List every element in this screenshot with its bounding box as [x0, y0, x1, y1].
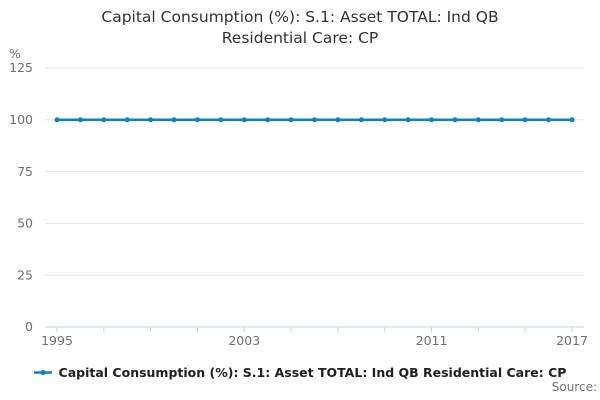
series-marker	[429, 117, 435, 123]
legend-series-label: Capital Consumption (%): S.1: Asset TOTA…	[58, 364, 567, 380]
source-note: Source:	[551, 380, 597, 394]
plot-area: 0 25 50 75 100 125% 1995 2003 2011 2017	[9, 46, 588, 348]
series-marker	[54, 117, 60, 123]
x-tick-label: 2017	[556, 333, 588, 348]
y-tick-label: 50	[17, 216, 33, 231]
series-marker	[124, 117, 130, 123]
series-marker	[335, 117, 341, 123]
chart-title-line1: Capital Consumption (%): S.1: Asset TOTA…	[101, 8, 499, 26]
chart-title-line2: Residential Care: CP	[221, 29, 379, 47]
y-tick-label: 0	[25, 319, 33, 334]
series-marker	[499, 117, 505, 123]
series-marker	[382, 117, 388, 123]
series-marker	[522, 117, 528, 123]
x-tick-label: 2003	[228, 333, 260, 348]
series-marker	[405, 117, 411, 123]
series-marker	[569, 117, 575, 123]
series-marker	[288, 117, 294, 123]
y-tick-label: 125	[9, 60, 33, 75]
y-axis-unit-label: %	[9, 46, 21, 61]
series-marker	[241, 117, 247, 123]
series-marker	[101, 117, 107, 123]
series-marker	[358, 117, 364, 123]
legend-series-marker-icon	[33, 369, 52, 375]
series-marker	[452, 117, 458, 123]
series-marker	[475, 117, 481, 123]
series-marker	[148, 117, 154, 123]
series-marker	[312, 117, 317, 123]
series-marker	[546, 117, 552, 123]
series-marker	[265, 117, 271, 123]
series-marker	[194, 117, 200, 123]
y-tick-label: 25	[17, 267, 33, 282]
chart-title: Capital Consumption (%): S.1: Asset TOTA…	[0, 7, 600, 49]
series-marker	[77, 117, 83, 123]
y-tick-label: 100	[9, 112, 33, 127]
x-tick-label: 2011	[416, 333, 448, 348]
x-tick-label: 1995	[41, 333, 73, 348]
series-marker	[171, 117, 177, 123]
legend: Capital Consumption (%): S.1: Asset TOTA…	[0, 363, 600, 381]
series-marker	[218, 117, 224, 123]
y-tick-label: 75	[17, 164, 33, 179]
